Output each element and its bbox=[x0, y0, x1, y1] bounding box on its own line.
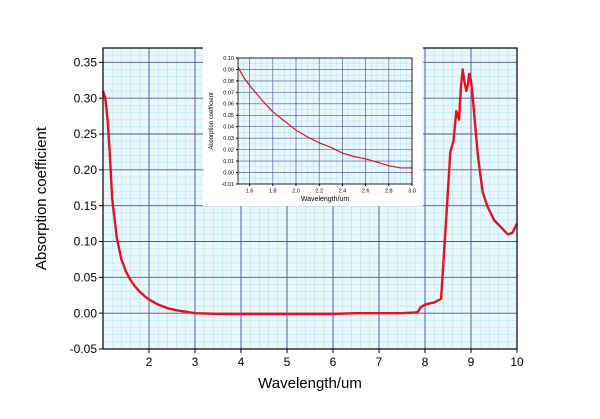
main-y-tick-label: 0.25 bbox=[74, 127, 98, 141]
main-x-tick-label: 4 bbox=[238, 355, 245, 369]
inset-chart: 1.6 1.8 2.0 2.2 2.4 2.6 2.8 3.0 -0.01 0.00 0.01 0.… bbox=[203, 46, 423, 206]
inset-x-tick-label: 1.6 bbox=[246, 189, 254, 195]
inset-y-tick-label: 0.07 bbox=[223, 90, 234, 96]
chart: 2 3 4 5 6 7 8 9 10 -0.05 0.00 0.05 0.10 0.15 0.20 0.25… bbox=[0, 0, 600, 419]
main-x-tick-label: 8 bbox=[422, 355, 429, 369]
main-x-tick-label: 3 bbox=[192, 355, 199, 369]
inset-x-tick-label: 2.8 bbox=[385, 189, 393, 195]
main-x-tick-label: 2 bbox=[146, 355, 153, 369]
inset-x-axis-label: Wavelength/um bbox=[301, 196, 350, 203]
inset-y-tick-label: 0.00 bbox=[223, 170, 234, 176]
inset-x-tick-label: 2.6 bbox=[362, 189, 370, 195]
main-y-tick-label: 0.20 bbox=[74, 163, 98, 177]
inset-y-tick-label: 0.10 bbox=[223, 56, 234, 62]
inset-x-tick-label: 1.8 bbox=[269, 189, 277, 195]
main-y-tick-label: -0.05 bbox=[70, 342, 98, 356]
inset-x-tick-label: 2.0 bbox=[292, 189, 300, 195]
inset-y-tick-label: 0.09 bbox=[223, 67, 234, 73]
main-y-axis-ticks: -0.05 0.00 0.05 0.10 0.15 0.20 0.25 0.30 0.35 bbox=[70, 56, 103, 357]
main-y-tick-label: 0.30 bbox=[74, 91, 98, 105]
inset-y-tick-label: 0.03 bbox=[223, 136, 234, 142]
inset-y-tick-label: 0.04 bbox=[223, 125, 234, 131]
inset-x-tick-label: 2.2 bbox=[315, 189, 323, 195]
main-x-axis-ticks: 2 3 4 5 6 7 8 9 10 bbox=[146, 349, 524, 369]
main-y-axis-label: Absorption coefficient bbox=[33, 126, 50, 270]
main-x-tick-label: 6 bbox=[330, 355, 337, 369]
inset-y-tick-label: 0.05 bbox=[223, 113, 234, 119]
inset-y-axis-label: Absorption coefficient bbox=[209, 92, 215, 150]
main-y-tick-label: 0.05 bbox=[74, 271, 98, 285]
main-x-axis-label: Wavelength/um bbox=[258, 375, 362, 392]
main-y-tick-label: 0.15 bbox=[74, 199, 98, 213]
inset-y-tick-label: 0.08 bbox=[223, 79, 234, 85]
main-y-tick-label: 0.00 bbox=[74, 306, 98, 320]
inset-x-tick-label: 2.4 bbox=[339, 189, 347, 195]
inset-y-tick-label: -0.01 bbox=[221, 182, 234, 188]
inset-y-tick-label: 0.01 bbox=[223, 159, 234, 165]
inset-x-tick-label: 3.0 bbox=[408, 189, 416, 195]
inset-y-tick-label: 0.06 bbox=[223, 102, 234, 108]
main-x-tick-label: 7 bbox=[376, 355, 383, 369]
main-x-tick-label: 10 bbox=[510, 355, 524, 369]
main-y-tick-label: 0.10 bbox=[74, 235, 98, 249]
main-x-tick-label: 9 bbox=[468, 355, 475, 369]
inset-y-tick-label: 0.02 bbox=[223, 148, 234, 154]
main-y-tick-label: 0.35 bbox=[74, 56, 98, 70]
main-x-tick-label: 5 bbox=[284, 355, 291, 369]
